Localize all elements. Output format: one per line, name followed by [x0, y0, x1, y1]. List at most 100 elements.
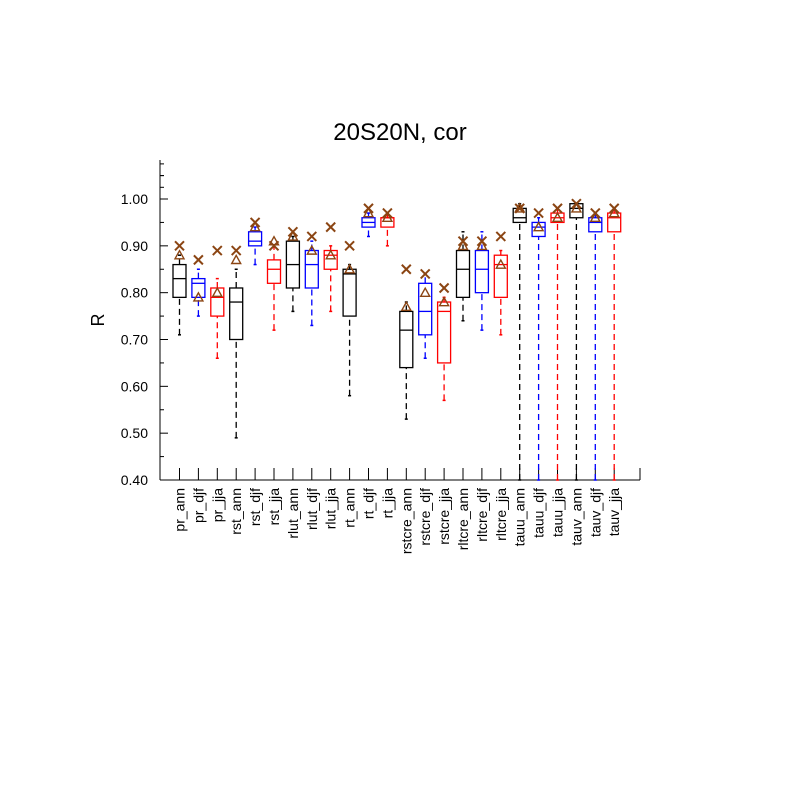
box-rst_ann — [229, 245, 244, 480]
cross-marker — [533, 207, 544, 219]
x-tick-label: rt_djf — [361, 488, 377, 519]
x-tick-label: pr_djf — [190, 488, 206, 523]
boxes — [172, 198, 622, 481]
x-tick-label: rst_djf — [247, 488, 263, 526]
x-tick-label: tauv_jja — [606, 488, 622, 536]
cross-marker — [306, 231, 318, 242]
iqr-box — [493, 254, 508, 299]
box-rltcre_jja — [493, 231, 508, 480]
triangle-marker — [514, 202, 526, 213]
triangle-marker — [325, 249, 337, 260]
triangle-marker — [230, 253, 242, 265]
iqr-box — [304, 249, 319, 289]
y-axis-label: R — [88, 314, 108, 327]
triangle-marker — [532, 221, 545, 232]
y-tick-label: 0.80 — [121, 285, 148, 301]
y-tick-label: 0.60 — [121, 378, 148, 394]
iqr-box — [607, 212, 622, 233]
triangle-marker — [476, 239, 488, 251]
iqr-box — [455, 249, 471, 299]
x-tick-label: rst_ann — [228, 488, 244, 535]
triangle-marker — [551, 211, 564, 223]
box-tauv_ann — [569, 198, 584, 481]
iqr-box — [210, 287, 225, 317]
iqr-box — [342, 268, 357, 317]
chart-title: 20S20N, cor — [333, 119, 466, 146]
triangle-marker — [192, 291, 205, 302]
triangle-marker — [400, 300, 412, 312]
cross-marker — [552, 203, 563, 214]
box-pr_djf — [191, 254, 206, 480]
cross-marker — [571, 198, 582, 209]
x-tick-label: rltcre_jja — [493, 488, 509, 541]
cross-marker — [495, 231, 507, 242]
iqr-box — [512, 207, 527, 224]
cross-marker — [590, 207, 601, 219]
iqr-box — [266, 259, 282, 284]
box-rt_jja — [380, 207, 395, 480]
x-tick-label: tauv_ann — [568, 488, 584, 546]
cross-marker — [382, 207, 393, 219]
cross-marker — [287, 226, 299, 237]
cross-marker — [193, 254, 204, 266]
iqr-box — [588, 217, 603, 233]
triangle-marker — [362, 207, 375, 218]
y-tick-label: 1.00 — [121, 191, 148, 207]
triangle-marker — [589, 211, 601, 223]
box-rlut_djf — [304, 231, 319, 480]
triangle-marker — [173, 249, 186, 260]
y-tick-label: 0.90 — [121, 238, 148, 254]
cross-marker — [476, 235, 488, 247]
box-rlut_jja — [323, 221, 338, 480]
iqr-box — [191, 277, 206, 299]
box-pr_ann — [172, 240, 187, 480]
x-tick-label: rst_jja — [266, 488, 282, 526]
x-tick-label: rt_jja — [379, 488, 395, 519]
x-tick-label: rstcre_djf — [417, 488, 433, 546]
x-tick-label: rlut_ann — [285, 488, 301, 539]
y-tick-label: 0.70 — [121, 332, 148, 348]
iqr-box — [474, 249, 490, 294]
box-pr_jja — [210, 245, 225, 480]
iqr-box — [229, 287, 244, 341]
iqr-box — [323, 249, 338, 270]
cross-marker — [344, 240, 355, 252]
box-rstcre_ann — [399, 264, 414, 480]
x-tick-label: rlut_djf — [304, 488, 320, 530]
triangle-marker — [249, 221, 261, 232]
x-tick-label: tauu_jja — [550, 488, 566, 537]
x-tick-label: rltcre_ann — [455, 488, 471, 550]
triangle-marker — [211, 286, 223, 297]
x-tick-label: rltcre_djf — [474, 488, 490, 542]
cross-marker — [419, 268, 431, 280]
iqr-box — [418, 282, 433, 336]
box-rt_ann — [342, 240, 357, 480]
x-tick-label: rt_ann — [342, 488, 358, 528]
cross-marker — [363, 203, 374, 214]
x-tick-label: rstcre_jja — [436, 488, 452, 545]
x-tick-label: tauu_ann — [512, 488, 528, 546]
cross-marker — [514, 203, 525, 214]
x-tick-label: pr_ann — [172, 488, 188, 532]
x-tick-label: rlut_jja — [323, 488, 339, 529]
box-tauu_jja — [550, 203, 565, 481]
triangle-marker — [381, 211, 394, 223]
cross-marker — [212, 245, 223, 256]
axes — [159, 160, 641, 481]
box-rltcre_ann — [455, 231, 471, 480]
y-tick-label: 0.40 — [121, 472, 148, 488]
box-tauv_jja — [607, 203, 622, 481]
box-tauu_djf — [531, 207, 546, 481]
triangle-marker — [457, 239, 469, 251]
cross-marker — [438, 282, 450, 294]
triangle-marker — [608, 207, 620, 218]
cross-marker — [401, 264, 412, 275]
triangle-marker — [419, 286, 431, 297]
triangle-marker — [287, 230, 299, 241]
y-tick-label: 0.50 — [121, 425, 148, 441]
triangle-marker — [306, 244, 318, 255]
x-tick-label: rstcre_ann — [398, 488, 414, 554]
iqr-box — [380, 217, 395, 228]
triangle-marker — [343, 263, 356, 274]
